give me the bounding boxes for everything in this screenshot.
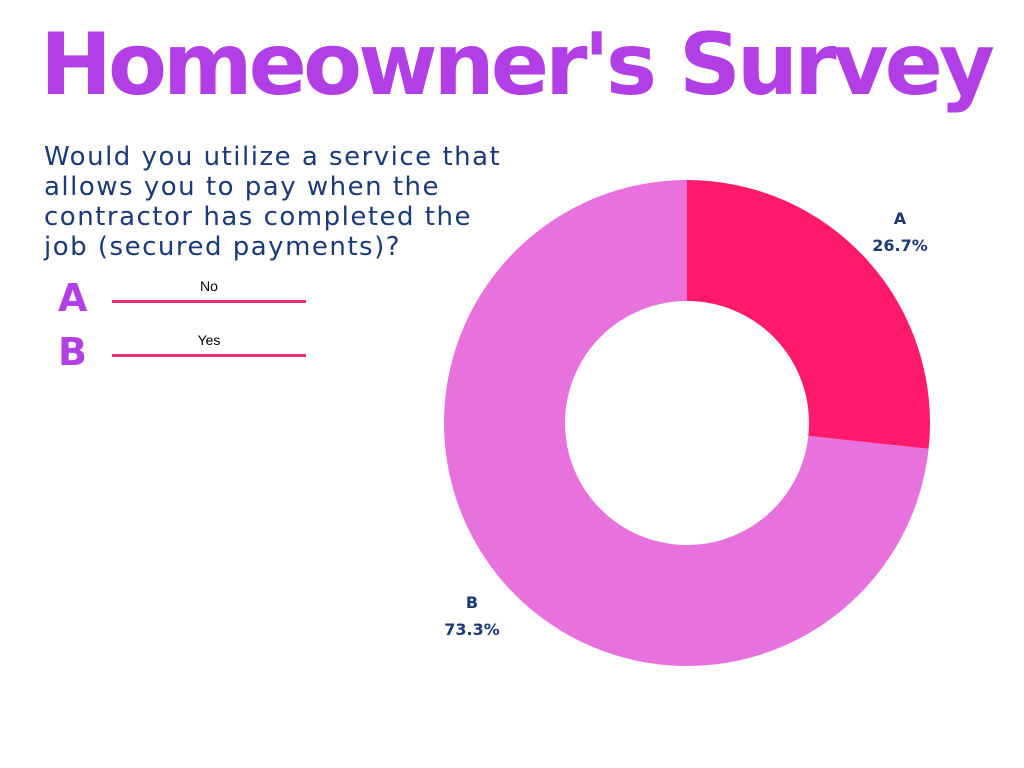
slice-value-label-a: 26.7% [872,236,928,255]
slice-category-label-b: B [466,593,478,612]
legend-underline-a [112,300,306,303]
survey-question: Would you utilize a service that allows … [44,142,502,262]
slice-category-label-a: A [894,209,907,228]
legend-letter-a: A [58,276,88,320]
legend-item-a: A No [58,278,318,318]
legend-answer-b: Yes [197,332,221,348]
legend-item-b: B Yes [58,332,318,372]
legend-underline-b [112,354,306,357]
legend-letter-b: B [58,330,87,374]
slice-value-label-b: 73.3% [444,620,500,639]
donut-slice-a [687,180,930,449]
donut-slice-b [443,180,929,666]
legend-answer-a: No [200,278,218,294]
survey-title: Homeowner's Survey [40,15,995,115]
